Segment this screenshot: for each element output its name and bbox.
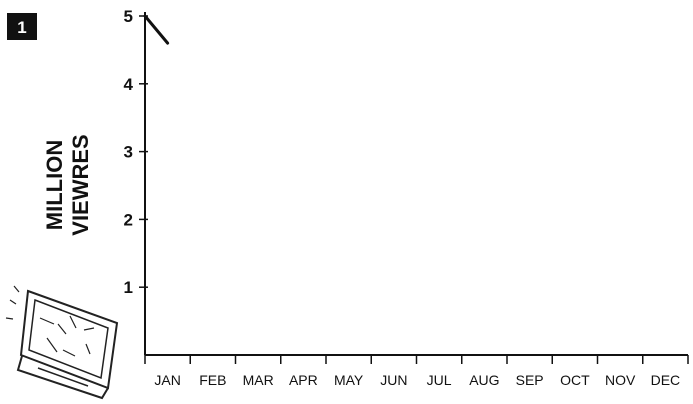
- figure-number-badge: [7, 13, 37, 40]
- y-tick-label: 5: [124, 7, 133, 26]
- x-tick-label: MAR: [243, 372, 274, 388]
- tv-illustration: [5, 285, 119, 400]
- x-tick-label: MAY: [334, 372, 364, 388]
- y-tick-label: 3: [124, 143, 133, 162]
- x-tick-label: DEC: [651, 372, 681, 388]
- x-tick-label: OCT: [560, 372, 590, 388]
- y-tick-label: 1: [124, 278, 133, 297]
- x-tick-label: NOV: [605, 372, 636, 388]
- series-line: [143, 14, 170, 45]
- series-group: [143, 14, 170, 45]
- x-ticks: JAN FEB MAR APR MAY JUN JUL AUG SEP OCT NOV DEC: [144, 355, 689, 388]
- y-tick-label: 2: [124, 210, 133, 229]
- x-tick-label: JUL: [427, 372, 452, 388]
- x-tick-label: FEB: [199, 372, 226, 388]
- x-tick-label: SEP: [516, 372, 544, 388]
- y-tick-label: 4: [124, 75, 134, 94]
- x-tick-label: APR: [289, 372, 318, 388]
- x-tick-label: JUN: [380, 372, 407, 388]
- x-tick-label: JAN: [154, 372, 180, 388]
- x-tick-label: AUG: [469, 372, 499, 388]
- y-axis-label-line-1: MILLION: [42, 140, 67, 230]
- figure-number: 1: [17, 18, 26, 37]
- y-axis-label: MILLION VIEWRES: [42, 134, 93, 235]
- y-axis-label-line-2: VIEWRES: [68, 134, 93, 235]
